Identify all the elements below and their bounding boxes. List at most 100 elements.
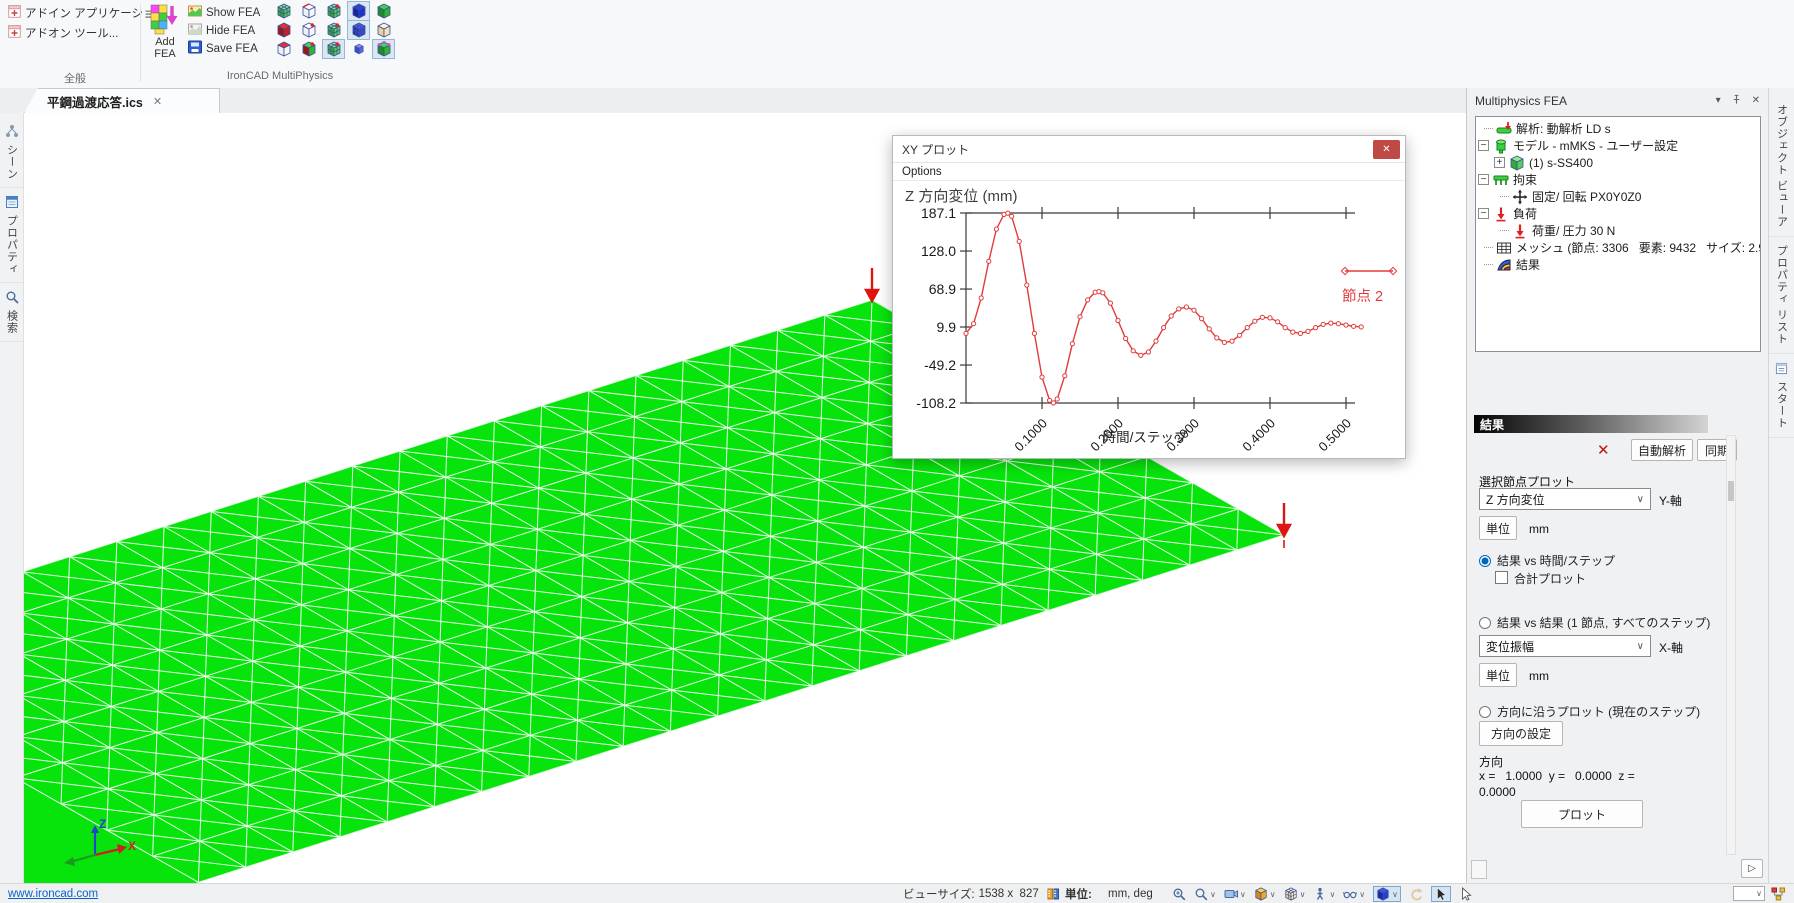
xy-plot-titlebar[interactable]: XY プロット ✕ (893, 136, 1405, 163)
panel-close-icon[interactable]: ✕ (1751, 95, 1760, 106)
add-fea-button[interactable]: Add FEA (148, 3, 182, 60)
tree-item-label: メッシュ (節点: 3306 要素: 9432 サイズ: 2.9) m (1516, 241, 1761, 255)
right-tab-start[interactable]: スタート (1769, 354, 1794, 439)
green-mesh-cube-red-dot-icon[interactable] (322, 20, 345, 40)
white-cube-red-edge-icon[interactable] (297, 1, 320, 21)
sidebar-tab-search[interactable]: 検索 (0, 283, 23, 342)
save-fea-button[interactable]: Save FEA (188, 40, 258, 57)
collapse-icon[interactable]: − (1478, 208, 1489, 219)
fea-mesh-cube-icon[interactable] (272, 1, 295, 21)
green-mesh-red-dot-cube-icon[interactable] (322, 39, 345, 59)
radio-plot-along-direction[interactable]: 方向に沿うプロット (現在のステップ) (1479, 703, 1700, 720)
sidebar-tab-properties[interactable]: プロパティ (0, 188, 23, 283)
options-menu[interactable]: Options (902, 165, 942, 178)
tree-item[interactable]: 荷重/ 圧力 30 N (1476, 222, 1760, 239)
scene-browser-icon[interactable] (1771, 887, 1786, 902)
auto-analysis-button[interactable]: 自動解析 (1631, 439, 1693, 461)
collapse-icon[interactable]: − (1478, 174, 1489, 185)
camera-icon[interactable]: ∨ (1224, 887, 1246, 901)
radio-result-vs-time[interactable]: 結果 vs 時間/ステップ (1479, 552, 1615, 569)
panel-corner-handle[interactable] (1471, 860, 1487, 879)
delete-plot-button[interactable]: ✕ (1597, 442, 1610, 459)
red-solid-cube-icon[interactable] (272, 20, 295, 40)
radio-result-vs-result[interactable]: 結果 vs 結果 (1 節点, すべてのステップ) (1479, 614, 1710, 631)
close-icon[interactable]: ✕ (1373, 139, 1400, 159)
tree-item[interactable]: + (1) s-SS400 (1476, 154, 1760, 171)
radio-icon (1479, 617, 1491, 629)
checkbox-total-plot[interactable]: 合計プロット (1495, 570, 1586, 587)
x-result-dropdown[interactable]: 変位振幅 ∨ (1479, 635, 1651, 657)
tree-item[interactable]: − モデル - mMKS - ユーザー設定 (1476, 137, 1760, 154)
addin-applications-button[interactable]: アドイン アプリケーション... (8, 5, 176, 21)
expand-icon[interactable]: + (1494, 157, 1505, 168)
collapse-icon[interactable]: − (1478, 140, 1489, 151)
green-red-cube-icon[interactable] (297, 39, 320, 59)
sidebar-tab-scene[interactable]: シーン (0, 117, 23, 188)
triad-x-label: X (128, 839, 136, 853)
tree-item[interactable]: 解析: 動解析 LD s (1476, 120, 1760, 137)
folder-cube-icon[interactable] (372, 20, 395, 40)
data-point-marker (1153, 338, 1159, 344)
units-value[interactable]: mm, deg (1108, 888, 1153, 900)
pin-icon[interactable] (1731, 94, 1742, 108)
panel-expand-button[interactable]: ▷ (1741, 859, 1763, 878)
data-point-marker (1275, 319, 1281, 325)
addon-tools-button[interactable]: アドオン ツール... (8, 25, 118, 41)
tree-item[interactable]: 固定/ 回転 PX0Y0Z0 (1476, 188, 1760, 205)
select-alt-cursor-icon[interactable] (1459, 887, 1473, 901)
data-point-marker (1168, 313, 1174, 319)
data-point-marker (1237, 332, 1243, 338)
part-icon (1509, 155, 1525, 171)
view-size-value: 1538 x 827 (978, 888, 1039, 900)
tree-item-label: 拘束 (1513, 173, 1538, 187)
walk-icon[interactable]: ∨ (1313, 887, 1335, 901)
config-combo[interactable]: ∨ (1733, 886, 1765, 901)
document-tab[interactable]: 平鋼過渡応答.ics ✕ (24, 88, 220, 113)
zoom-window-icon[interactable] (1172, 887, 1186, 901)
direction-label: 方向 (1479, 755, 1504, 769)
ironcad-link[interactable]: www.ironcad.com (8, 888, 99, 900)
data-point-marker (1047, 397, 1053, 403)
x-axis-label: X-軸 (1659, 641, 1684, 655)
render-shaded-icon[interactable]: ∨ (1254, 887, 1276, 901)
direction-settings-button[interactable]: 方向の設定 (1479, 721, 1563, 746)
red-white-cube-icon[interactable] (272, 39, 295, 59)
zoom-icon[interactable]: ∨ (1194, 887, 1216, 901)
green-cube-red-dot-icon[interactable] (322, 1, 345, 21)
model-icon (1493, 138, 1509, 154)
tree-item[interactable]: 結果 (1476, 256, 1760, 273)
blue-solid-cube-icon[interactable] (347, 1, 370, 21)
blue-mesh-cube-icon[interactable] (347, 20, 370, 40)
white-cube-red-dot-icon[interactable] (297, 20, 320, 40)
tree-item[interactable]: − 負荷 (1476, 205, 1760, 222)
tree-item[interactable]: − 拘束 (1476, 171, 1760, 188)
view-cube-icon[interactable]: ∨ (1373, 886, 1402, 902)
right-side-tabs: オブジェクト ビューア プロパティ リスト スタート (1768, 88, 1794, 883)
hide-fea-button[interactable]: Hide FEA (188, 22, 255, 39)
y-result-value: Z 方向変位 (1486, 492, 1545, 507)
results-scrollbar[interactable] (1726, 435, 1736, 855)
plot-menubar: Options (893, 163, 1405, 181)
data-point-marker (1077, 314, 1083, 320)
tab-close-icon[interactable]: ✕ (152, 95, 163, 108)
panel-menu-icon[interactable]: ▾ (1715, 95, 1721, 106)
right-tab-object-viewer[interactable]: オブジェクト ビューア (1769, 96, 1794, 238)
plot-button[interactable]: プロット (1521, 800, 1643, 828)
show-fea-button[interactable]: Show FEA (188, 4, 260, 21)
render-wireframe-icon[interactable]: ∨ (1284, 887, 1305, 901)
green-magenta-cube-icon[interactable] (372, 39, 395, 59)
right-tab-property-list[interactable]: プロパティ リスト (1769, 237, 1794, 355)
data-point-marker (1244, 325, 1250, 331)
unit-button-y[interactable]: 単位 (1479, 516, 1517, 540)
select-cursor-icon[interactable] (1431, 886, 1452, 902)
scrollbar-thumb[interactable] (1728, 481, 1734, 501)
checkbox-icon (1495, 571, 1508, 584)
y-result-dropdown[interactable]: Z 方向変位 ∨ (1479, 488, 1651, 510)
x-tick-label: 0.1000 (1011, 416, 1050, 455)
unit-button-x[interactable]: 単位 (1479, 663, 1517, 687)
green-solid-cube-icon[interactable] (372, 1, 395, 21)
blue-small-cube-icon[interactable] (347, 39, 370, 59)
tree-item[interactable]: メッシュ (節点: 3306 要素: 9432 サイズ: 2.9) m (1476, 239, 1760, 256)
glasses-icon[interactable]: ∨ (1343, 887, 1365, 901)
undo-view-icon[interactable] (1409, 887, 1423, 901)
